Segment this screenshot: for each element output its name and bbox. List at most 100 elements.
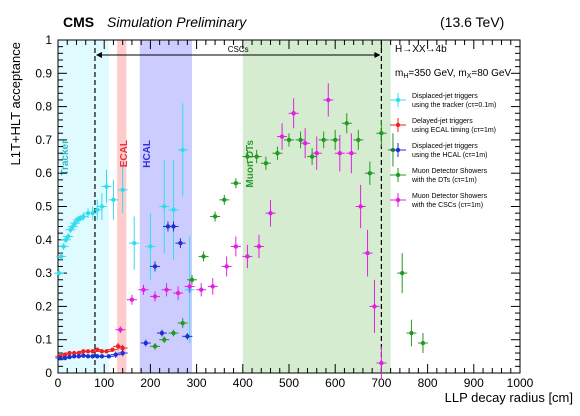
x-tick-label: 700	[371, 376, 391, 390]
energy-label: (13.6 TeV)	[440, 14, 504, 30]
data-point	[162, 337, 167, 342]
mass-label: mH=350 GeV, mX=80 GeV	[395, 68, 511, 80]
data-point	[61, 244, 66, 249]
region-label: Tracker	[60, 140, 71, 176]
data-point	[212, 214, 218, 219]
data-point	[298, 137, 303, 143]
data-point	[118, 327, 123, 332]
csc-arrowhead-left	[95, 52, 102, 58]
legend-label: Delayed-jet triggers	[412, 118, 473, 125]
data-point	[111, 197, 116, 203]
detector-regions	[58, 40, 391, 373]
data-point	[104, 184, 109, 189]
data-point	[187, 284, 192, 289]
region-label: HCAL	[142, 140, 153, 168]
data-point	[321, 137, 326, 143]
x-tick-label: 500	[279, 376, 299, 390]
csc-arrowhead-right	[374, 52, 381, 58]
data-point	[171, 224, 176, 229]
csc-label: CSCs	[228, 45, 249, 54]
data-point	[326, 97, 331, 103]
data-point	[344, 121, 349, 126]
data-point	[162, 204, 167, 209]
data-point	[379, 131, 384, 136]
data-point	[110, 347, 115, 352]
x-tick-label: 200	[140, 376, 160, 390]
x-tick-label: 0	[55, 376, 62, 390]
legend-label-line2: using ECAL timing (cτ=1m)	[412, 127, 496, 134]
data-point	[70, 224, 75, 229]
data-point	[210, 284, 215, 289]
data-point	[99, 204, 105, 209]
x-tick-label: 1000	[507, 376, 534, 390]
y-tick-label: 0.1	[35, 333, 52, 347]
data-point	[178, 240, 183, 246]
data-point	[254, 154, 259, 159]
data-point	[115, 344, 121, 349]
data-point	[77, 215, 83, 221]
y-tick-label: 0.2	[35, 299, 52, 313]
x-tick-label: 300	[187, 376, 207, 390]
data-point	[67, 354, 72, 360]
data-point	[279, 134, 285, 139]
data-point	[171, 330, 176, 336]
y-tick-label: 0.3	[35, 266, 52, 280]
data-point	[159, 330, 165, 336]
legend-label: Displaced-jet triggers	[412, 143, 478, 150]
csc-range-marker: CSCs	[94, 40, 382, 373]
data-point	[120, 350, 125, 356]
series-csc	[115, 83, 387, 380]
data-point	[263, 161, 269, 166]
legend-label: Muon Detector Showers	[412, 168, 488, 175]
data-point	[62, 355, 68, 361]
data-point	[56, 270, 62, 276]
y-tick-label: 0.4	[35, 233, 52, 247]
legend-marker	[395, 147, 401, 153]
data-point	[164, 287, 169, 292]
x-axis-title: LLP decay radius [cm]	[445, 390, 573, 405]
legend-label: Displaced-jet triggers	[412, 93, 478, 100]
y-tick-label: 0.9	[35, 66, 52, 80]
y-tick-label: 0.8	[35, 100, 52, 114]
data-point	[185, 334, 190, 339]
data-point	[199, 287, 204, 292]
data-point	[152, 264, 158, 269]
data-point	[76, 350, 81, 356]
data-point	[224, 264, 229, 269]
x-tick-label: 100	[94, 376, 114, 390]
y-tick-label: 0.6	[35, 166, 52, 180]
data-point	[152, 294, 158, 299]
data-point	[367, 171, 373, 176]
legend-label: Muon Detector Showers	[412, 193, 488, 200]
data-point	[309, 154, 315, 159]
data-point	[65, 234, 71, 239]
data-point	[99, 354, 105, 359]
data-point	[171, 207, 176, 213]
data-point	[81, 214, 86, 219]
y-tick-label: 0	[45, 366, 52, 380]
data-point	[356, 137, 361, 143]
legend-marker	[395, 97, 401, 103]
data-point	[120, 345, 125, 351]
legend-marker	[395, 122, 401, 128]
data-point	[81, 353, 86, 358]
legend-label-line2: with the CSCs (cτ=1m)	[411, 202, 483, 209]
data-point	[314, 151, 319, 156]
data-point	[95, 347, 100, 352]
data-point	[129, 297, 135, 302]
data-point	[349, 151, 354, 156]
data-point	[143, 340, 148, 346]
data-point	[165, 224, 171, 229]
data-point	[141, 287, 146, 292]
data-point	[233, 244, 239, 249]
series-hcal	[55, 221, 193, 361]
data-point	[201, 254, 206, 259]
data-point	[291, 111, 296, 116]
legend-marker	[395, 172, 401, 178]
region-label: Muon DTs	[245, 140, 256, 188]
data-point	[189, 277, 195, 282]
legend-label-line2: using the HCAL (cτ=1m)	[412, 152, 487, 159]
data-point	[63, 237, 69, 242]
data-point	[180, 320, 185, 326]
